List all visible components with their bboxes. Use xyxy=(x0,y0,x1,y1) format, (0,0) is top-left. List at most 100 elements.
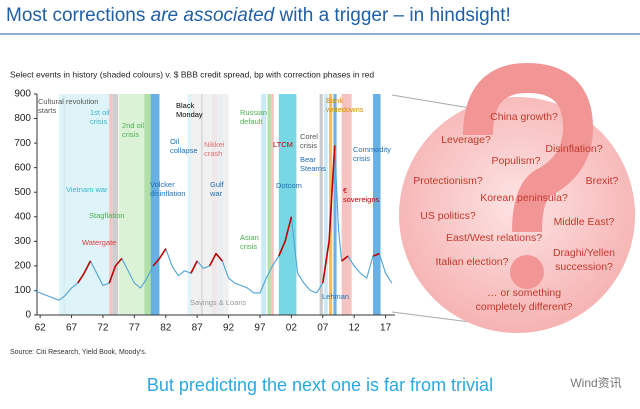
event-label: Asian xyxy=(240,233,259,242)
event-label: Nikkei xyxy=(204,140,225,149)
bubble-item: … or something xyxy=(487,287,561,299)
bubble-item: Italian election? xyxy=(436,256,509,268)
bubble-item: Korean peninsula? xyxy=(480,192,568,204)
event-band xyxy=(190,94,229,315)
y-tick-label: 0 xyxy=(25,310,31,321)
event-label: Lehman xyxy=(322,292,349,301)
bubble-item: Protectionism? xyxy=(413,175,483,187)
x-tick-label: 12 xyxy=(349,323,361,334)
title-part: with a trigger – in hindsight! xyxy=(274,5,511,26)
event-label: crash xyxy=(204,149,222,158)
event-label: Stagflation xyxy=(89,211,124,220)
event-label: crisis xyxy=(122,130,139,139)
event-label: LTCM xyxy=(273,140,293,149)
event-label: Dotcom xyxy=(276,181,302,190)
event-label: Watergate xyxy=(82,238,116,247)
x-tick-label: 72 xyxy=(97,323,109,334)
event-label: writedowns xyxy=(325,105,364,114)
y-tick-label: 100 xyxy=(14,285,31,296)
y-tick-label: 300 xyxy=(14,236,31,247)
x-tick-label: 07 xyxy=(317,323,329,334)
event-label: starts xyxy=(38,106,57,115)
footer-text: But predicting the next one is far from … xyxy=(147,375,493,395)
event-band xyxy=(324,94,328,315)
event-label: war xyxy=(209,189,223,198)
event-band xyxy=(150,94,160,315)
event-band xyxy=(187,94,193,315)
event-label: € xyxy=(343,186,348,195)
event-label: Corel xyxy=(300,132,318,141)
question-mark xyxy=(463,62,594,233)
event-band xyxy=(261,94,267,315)
y-tick-label: 900 xyxy=(14,89,31,100)
x-tick-label: 67 xyxy=(66,323,78,334)
event-label: Cultural revolution xyxy=(38,97,98,106)
bubble-item: China growth? xyxy=(490,111,558,123)
x-tick-label: 82 xyxy=(160,323,172,334)
event-band xyxy=(333,94,337,315)
y-tick-label: 400 xyxy=(14,211,31,222)
event-label: collapse xyxy=(170,146,198,155)
bubble-item: Middle East? xyxy=(554,216,615,228)
event-band xyxy=(144,94,151,315)
event-label: Savings & Loans xyxy=(190,298,247,307)
event-label: crisis xyxy=(240,242,257,251)
x-tick-label: 62 xyxy=(35,323,47,334)
event-label: 1st oil xyxy=(90,108,110,117)
event-band xyxy=(267,94,272,315)
x-tick-label: 97 xyxy=(254,323,266,334)
event-band xyxy=(319,94,323,315)
title-part: are associated xyxy=(151,5,276,26)
chart-subtitle: Select events in history (shaded colours… xyxy=(10,69,374,79)
bubble-item: Brexit? xyxy=(586,175,619,187)
event-label: Stearns xyxy=(300,164,326,173)
event-band xyxy=(278,94,297,315)
bubble-item: Disinflation? xyxy=(545,143,602,155)
source-note: Source: Citi Research, Yield Book, Moody… xyxy=(10,349,147,356)
y-tick-label: 800 xyxy=(14,113,31,124)
x-tick-label: 17 xyxy=(380,323,392,334)
title-part: Most corrections xyxy=(6,5,151,26)
bubble-item: Leverage? xyxy=(441,134,491,146)
event-band xyxy=(58,94,110,315)
x-tick-label: 87 xyxy=(192,323,204,334)
bubble-item: US politics? xyxy=(420,210,476,222)
event-label: Bank xyxy=(326,96,343,105)
y-tick-label: 600 xyxy=(14,162,31,173)
bubble-items: China growth? Leverage? Disinflation? Po… xyxy=(413,111,618,313)
y-tick-label: 700 xyxy=(14,138,31,149)
event-band xyxy=(271,94,274,315)
y-tick-label: 500 xyxy=(14,187,31,198)
event-label: 2nd oil xyxy=(122,121,144,130)
event-label: Bear xyxy=(300,155,316,164)
event-band xyxy=(341,94,352,315)
connector xyxy=(391,94,471,109)
x-tick-label: 92 xyxy=(223,323,235,334)
event-band xyxy=(112,94,119,315)
question-dot xyxy=(510,255,544,289)
bubble-item: Populism? xyxy=(491,155,540,167)
bubble-item: completely different? xyxy=(476,301,573,313)
bubble-item: East/West relations? xyxy=(446,232,542,244)
event-band xyxy=(109,94,113,315)
event-label: Russian xyxy=(240,108,267,117)
event-label: default xyxy=(240,117,263,126)
watermark: Wind资讯 xyxy=(570,376,621,390)
event-label: crisis xyxy=(353,154,370,163)
event-label: Vietnam war xyxy=(66,185,108,194)
event-label: Oil xyxy=(170,137,180,146)
connector xyxy=(391,311,471,323)
event-label: Black xyxy=(176,101,195,110)
event-label: Monday xyxy=(176,110,203,119)
event-label: Gulf xyxy=(210,180,225,189)
event-label: Commodity xyxy=(353,145,391,154)
bubble-item: succession? xyxy=(555,261,613,273)
slide-title: Most corrections are associated with a t… xyxy=(6,5,511,26)
event-label: crisis xyxy=(300,141,317,150)
y-tick-label: 200 xyxy=(14,261,31,272)
series-line xyxy=(77,145,380,284)
event-label: Volcker xyxy=(150,180,175,189)
event-label: sovereigns xyxy=(343,195,380,204)
